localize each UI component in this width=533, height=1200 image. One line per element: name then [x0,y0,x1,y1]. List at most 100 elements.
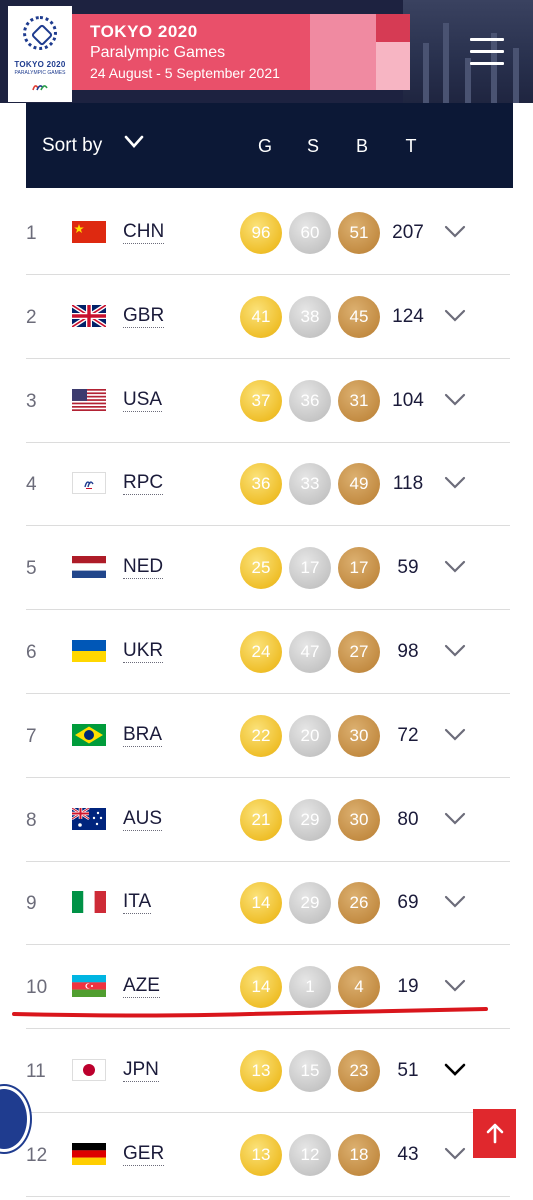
event-banner: TOKYO 2020 Paralympic Games 24 August - … [72,14,410,90]
total-column-header[interactable]: T [405,136,417,156]
table-row[interactable]: 4 RPC 36 33 49 118 [26,442,510,527]
total-medal-count: 69 [397,892,419,914]
flag-icon [72,975,106,998]
chevron-down-icon[interactable] [444,979,466,993]
table-row[interactable]: 1 CHN 96 60 51 207 [26,191,510,275]
chevron-down-icon[interactable] [444,560,466,574]
total-medal-count: 72 [397,724,419,746]
gold-medal-count: 36 [240,463,282,506]
table-row[interactable]: 8 AUS 21 29 30 80 [26,778,510,862]
gold-medal-count: 96 [240,212,282,254]
total-medal-count: 51 [397,1060,419,1081]
rank: 11 [26,1061,46,1082]
bronze-column-header[interactable]: B [355,136,368,156]
chevron-down-icon[interactable] [444,644,466,658]
gold-medal-count: 13 [240,1133,282,1176]
table-row[interactable]: 2 GBR 41 38 45 124 [26,275,510,359]
chevron-down-icon[interactable] [444,476,466,490]
logo-text: TOKYO 2020 [14,60,66,69]
rank: 3 [26,390,37,412]
gold-medal-count: 14 [240,882,282,925]
table-row[interactable]: 5 NED 25 17 17 59 [26,526,510,611]
silver-medal-count: 36 [289,379,331,422]
bronze-medal-count: 23 [338,1050,380,1092]
country-code-link[interactable]: NED [123,556,164,580]
chevron-down-icon[interactable] [444,1063,466,1077]
country-code-link[interactable]: CHN [123,221,165,244]
bronze-medal-count: 45 [338,295,380,338]
table-row[interactable]: 6 UKR 24 47 27 98 [26,610,510,694]
table-row[interactable]: 9 ITA 14 29 26 69 [26,861,510,946]
site-header: TOKYO 2020 PARALYMPIC GAMES TOKYO 2020 P… [0,0,533,103]
hamburger-icon[interactable] [470,38,506,68]
country-code-link[interactable]: ITA [123,891,152,915]
table-row[interactable]: 12 GER 13 12 18 43 [26,1113,510,1197]
chevron-down-icon[interactable] [444,812,466,826]
chevron-down-icon[interactable] [444,309,466,323]
country-code-link[interactable]: JPN [123,1059,159,1082]
country-code-link[interactable]: RPC [123,472,164,496]
gold-medal-count: 14 [240,966,282,1009]
rank: 6 [26,642,37,663]
silver-medal-count: 17 [289,547,331,590]
gold-medal-count: 13 [240,1050,282,1092]
chevron-down-icon[interactable] [444,1147,466,1161]
silver-medal-count: 29 [289,798,331,841]
country-code-link[interactable]: BRA [123,723,163,747]
country-code-link[interactable]: UKR [123,640,164,663]
rank: 10 [26,977,48,999]
scroll-to-top-button[interactable] [473,1109,516,1158]
flag-icon [72,1142,106,1165]
banner-subtitle: Paralympic Games [90,44,226,61]
banner-dates: 24 August - 5 September 2021 [90,65,280,81]
rank: 1 [26,223,37,244]
chevron-down-icon[interactable] [124,135,144,149]
tokyo-2020-logo[interactable]: TOKYO 2020 PARALYMPIC GAMES [8,6,72,102]
rank: 2 [26,306,37,328]
agitos-icon [32,85,48,91]
arrow-up-icon [486,1123,504,1144]
gold-column-header[interactable]: G [257,136,272,156]
flag-icon [72,807,106,830]
gold-medal-count: 21 [240,798,282,841]
chevron-down-icon[interactable] [444,728,466,742]
rank: 8 [26,809,37,831]
bronze-medal-count: 49 [338,463,380,506]
total-medal-count: 118 [392,473,424,495]
banner-title: TOKYO 2020 [90,22,198,41]
gold-medal-count: 41 [240,295,282,338]
rank: 12 [26,1144,48,1166]
bronze-medal-count: 30 [338,798,380,841]
total-medal-count: 19 [397,976,419,998]
sort-bar: Sort by G S B T [26,103,513,188]
country-code-link[interactable]: AUS [123,807,163,831]
country-code-link[interactable]: GER [123,1142,165,1166]
chevron-down-icon[interactable] [444,895,466,909]
country-code-link[interactable]: AZE [123,975,160,999]
sort-by-button[interactable]: Sort by [42,135,103,156]
flag-icon [72,640,106,662]
table-row[interactable]: 3 USA 37 36 31 104 [26,359,510,443]
flag-icon [72,221,106,243]
gold-medal-count: 37 [240,379,282,422]
flag-icon [72,556,106,579]
emblem-icon [23,16,57,50]
total-medal-count: 124 [392,305,424,327]
silver-medal-count: 47 [289,631,331,673]
country-code-link[interactable]: GBR [123,304,165,328]
total-medal-count: 43 [397,1143,419,1165]
silver-column-header[interactable]: S [306,136,319,156]
chevron-down-icon[interactable] [444,225,466,239]
silver-medal-count: 33 [289,463,331,506]
bronze-medal-count: 4 [338,966,380,1009]
table-row[interactable]: 11 JPN 13 15 23 51 [26,1029,510,1113]
chevron-down-icon[interactable] [444,393,466,407]
rank: 9 [26,893,37,915]
silver-medal-count: 38 [289,295,331,338]
table-row[interactable]: 7 BRA 22 20 30 72 [26,694,510,778]
country-code-link[interactable]: USA [123,388,163,412]
total-medal-count: 104 [392,389,424,411]
flag-icon [72,388,106,411]
silver-medal-count: 15 [289,1050,331,1092]
table-row[interactable]: 10 AZE 14 1 4 19 [26,945,510,1030]
